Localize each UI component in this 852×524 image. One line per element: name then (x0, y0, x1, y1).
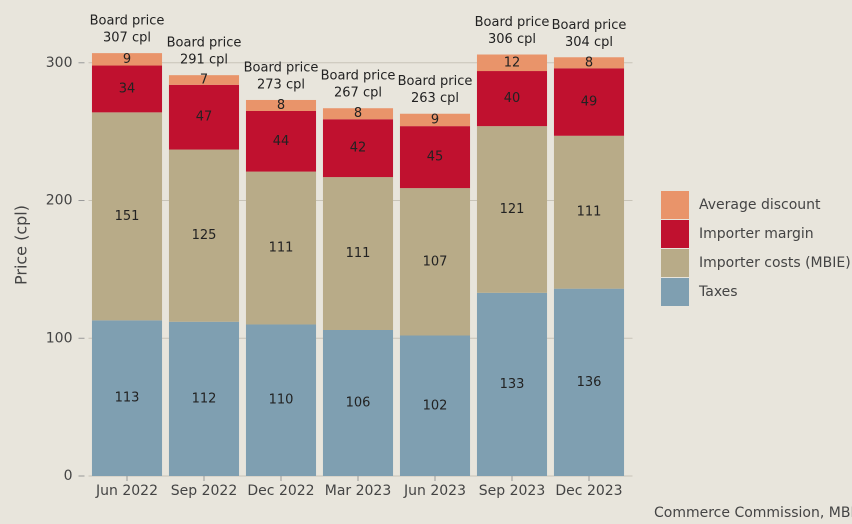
bar-segment (168, 84, 240, 150)
annotation-title: Board price (552, 18, 627, 33)
annotation: 304 cpl (565, 35, 613, 50)
bar-segment (399, 113, 471, 127)
legend-swatch (661, 191, 689, 219)
bar-segment (245, 99, 317, 111)
bar-segment (245, 324, 317, 476)
data-label: 12 (504, 55, 521, 70)
bar-segment (322, 329, 394, 476)
data-label: 42 (350, 141, 367, 156)
annotation: 291 cpl (180, 53, 228, 68)
y-axis-label: Price (cpl) (12, 205, 31, 285)
data-label: 9 (431, 112, 439, 127)
legend-label: Average discount (699, 197, 821, 213)
x-tick-label: Jun 2023 (403, 483, 466, 499)
data-label: 112 (192, 391, 217, 406)
data-label: 111 (577, 205, 602, 220)
bar-segment (245, 171, 317, 325)
annotation-title: Board price (90, 14, 165, 29)
x-tick-label: Sep 2023 (479, 483, 545, 499)
legend-label: Importer margin (699, 226, 814, 242)
data-label: 9 (123, 52, 131, 67)
data-label: 40 (504, 91, 521, 106)
annotation-title: Board price (321, 69, 396, 84)
data-label: 34 (119, 81, 136, 96)
data-label: 8 (585, 55, 593, 70)
bar-segment (553, 57, 625, 69)
data-label: 110 (269, 393, 294, 408)
legend-swatch (661, 220, 689, 248)
annotation-title: Board price (167, 36, 242, 51)
bar-segment (322, 108, 394, 120)
bar-segment (91, 53, 163, 66)
data-label: 47 (196, 110, 213, 125)
bar-segment (476, 292, 548, 476)
bar-segment (399, 335, 471, 476)
data-label: 49 (581, 95, 598, 110)
bar-segment (168, 149, 240, 322)
data-label: 125 (192, 228, 217, 243)
bar-segment (399, 126, 471, 189)
y-tick-label: 100 (46, 330, 73, 346)
data-label: 8 (277, 98, 285, 113)
y-tick-label: 0 (64, 468, 73, 484)
annotation-title: Board price (475, 15, 550, 30)
annotation: 273 cpl (257, 77, 305, 92)
legend-swatch (661, 278, 689, 306)
data-label: 133 (500, 377, 525, 392)
source: Commerce Commission, MBIE (654, 505, 852, 521)
x-tick-label: Dec 2022 (247, 483, 314, 499)
data-label: 107 (423, 254, 448, 269)
bar-segment (476, 71, 548, 127)
bar-segment (91, 320, 163, 476)
bar-segment (322, 119, 394, 178)
data-label: 7 (200, 72, 208, 87)
bar-segment (168, 321, 240, 476)
x-tick-label: Mar 2023 (325, 483, 392, 499)
x-tick-label: Sep 2022 (171, 483, 237, 499)
bar-segment (399, 188, 471, 336)
data-label: 106 (346, 395, 371, 410)
bar-segment (168, 75, 240, 85)
y-tick-label: 300 (46, 55, 73, 71)
bar-segment (322, 177, 394, 330)
annotation: 307 cpl (103, 31, 151, 46)
annotation-title: Board price (398, 74, 473, 89)
legend-label: Importer costs (MBIE) (699, 255, 851, 271)
data-label: 111 (346, 246, 371, 261)
data-label: 44 (273, 134, 290, 149)
data-label: 151 (115, 209, 140, 224)
annotation-title: Board price (244, 60, 319, 75)
x-tick-label: Dec 2023 (555, 483, 622, 499)
y-tick-label: 200 (46, 193, 73, 209)
annotation: 263 cpl (411, 91, 459, 106)
data-label: 8 (354, 106, 362, 121)
bar-segment (553, 135, 625, 289)
bar-segment (245, 110, 317, 172)
bar-segment (91, 112, 163, 321)
data-label: 111 (269, 241, 294, 256)
data-label: 121 (500, 202, 525, 217)
x-tick-label: Jun 2022 (95, 483, 158, 499)
bar-segment (476, 54, 548, 72)
legend-label: Taxes (698, 284, 738, 300)
data-label: 113 (115, 391, 140, 406)
bar-segment (553, 68, 625, 136)
bar-segment (553, 288, 625, 476)
annotation: 306 cpl (488, 32, 536, 47)
annotation: 267 cpl (334, 86, 382, 101)
legend-swatch (661, 249, 689, 277)
data-label: 102 (423, 398, 448, 413)
data-label: 45 (427, 150, 444, 165)
bar-segment (91, 65, 163, 113)
bar-segment (476, 126, 548, 293)
data-label: 136 (577, 375, 602, 390)
